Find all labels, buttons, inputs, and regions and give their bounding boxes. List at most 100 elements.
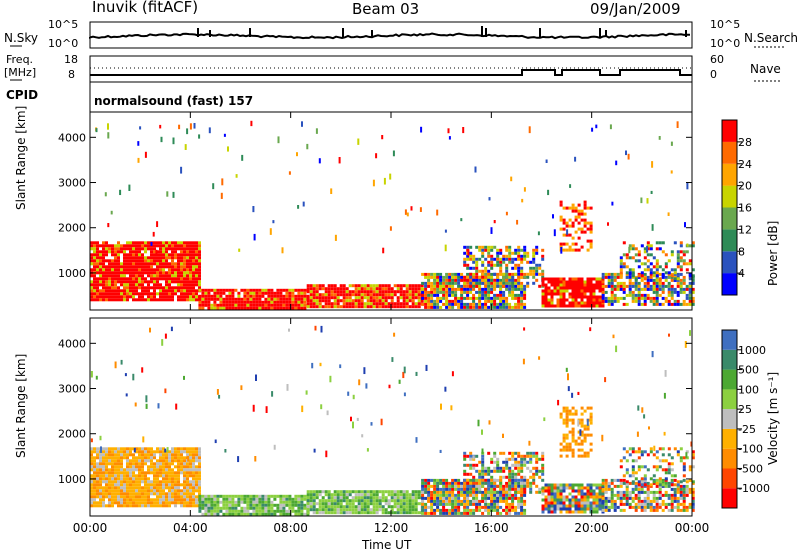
range-time-cell [108, 286, 111, 290]
range-time-cell [372, 305, 376, 309]
range-time-cell [165, 483, 168, 487]
range-time-cell [138, 295, 141, 299]
range-time-cell [472, 287, 476, 291]
range-time-cell [565, 436, 569, 440]
range-time-cell [174, 280, 177, 284]
range-time-cell [562, 445, 566, 449]
range-time-cell [276, 494, 280, 498]
range-time-cell [147, 504, 150, 508]
range-time-cell [691, 490, 695, 494]
range-time-cell [198, 509, 202, 513]
range-time-cell [90, 453, 93, 457]
range-time-cell [153, 277, 156, 281]
range-time-cell [589, 418, 593, 422]
range-time-cell [433, 478, 437, 482]
range-time-cell [643, 302, 647, 306]
range-time-cell [117, 268, 120, 272]
range-time-cell [336, 293, 340, 297]
range-time-cell [141, 480, 144, 484]
range-time-cell [475, 245, 479, 249]
range-time-cell [198, 468, 201, 472]
range-time-cell [481, 281, 485, 285]
range-time-cell [685, 296, 689, 300]
range-time-cell [502, 305, 506, 309]
range-time-cell [496, 284, 500, 288]
range-time-cell [547, 189, 550, 196]
range-time-cell [156, 480, 159, 484]
range-time-cell [159, 459, 162, 463]
range-time-cell [240, 297, 244, 301]
range-time-cell [99, 277, 102, 281]
range-time-cell [496, 460, 500, 464]
range-time-cell [235, 174, 238, 178]
range-time-cell [111, 486, 114, 490]
range-time-cell [303, 506, 307, 510]
range-time-cell [153, 262, 156, 266]
range-time-cell [102, 471, 105, 475]
range-time-cell [433, 481, 437, 485]
range-time-cell [625, 471, 629, 475]
range-time-cell [117, 465, 120, 469]
range-time-cell [625, 480, 629, 484]
range-time-cell [223, 133, 226, 137]
range-time-cell [216, 306, 220, 310]
range-time-cell [646, 453, 650, 457]
range-time-cell [160, 136, 163, 143]
range-time-cell [372, 499, 376, 503]
range-time-cell [342, 505, 346, 509]
range-time-cell [165, 453, 168, 457]
range-time-cell [634, 508, 638, 512]
range-time-cell [240, 497, 244, 501]
range-time-cell [360, 287, 364, 291]
range-time-cell [108, 295, 111, 299]
range-time-cell [246, 306, 250, 310]
range-time-cell [688, 487, 692, 491]
range-time-cell [228, 306, 232, 310]
range-time-cell [532, 251, 536, 255]
range-time-cell [562, 248, 566, 252]
range-time-cell [300, 288, 304, 292]
range-time-cell [381, 305, 385, 309]
range-time-cell [366, 493, 370, 497]
range-time-cell [108, 450, 111, 454]
range-time-cell [628, 490, 632, 494]
range-time-cell [354, 305, 358, 309]
range-time-cell [490, 487, 494, 491]
range-time-cell [502, 272, 506, 276]
range-time-cell [475, 508, 479, 512]
range-time-cell [294, 294, 298, 298]
range-time-cell [592, 289, 596, 293]
range-time-cell [676, 480, 680, 484]
freq-panel [89, 55, 693, 83]
range-time-cell [451, 496, 455, 500]
range-time-cell [171, 477, 174, 481]
range-time-cell [433, 299, 437, 303]
range-time-cell [541, 469, 545, 473]
range-time-cell [153, 241, 156, 245]
range-time-cell [523, 305, 527, 309]
range-time-cell [417, 284, 421, 288]
range-time-cell [150, 465, 153, 469]
range-time-cell [565, 445, 569, 449]
range-time-cell [102, 271, 105, 275]
range-time-cell [375, 302, 379, 306]
range-time-cell [303, 300, 307, 304]
range-time-cell [294, 300, 298, 304]
range-time-cell [469, 272, 473, 276]
range-time-cell [159, 286, 162, 290]
range-time-cell [457, 493, 461, 497]
range-time-cell [655, 478, 659, 482]
range-time-cell [580, 442, 584, 446]
range-time-cell [93, 289, 96, 293]
range-time-cell [126, 286, 129, 290]
range-time-cell [267, 494, 271, 498]
range-time-cell [514, 481, 518, 485]
range-time-cell [451, 275, 455, 279]
range-time-cell [327, 493, 331, 497]
range-time-cell [589, 304, 593, 308]
range-time-cell [646, 241, 650, 245]
range-time-cell [392, 150, 395, 157]
range-time-cell [207, 306, 211, 310]
range-time-cell [448, 272, 452, 276]
range-time-cell [652, 299, 656, 303]
